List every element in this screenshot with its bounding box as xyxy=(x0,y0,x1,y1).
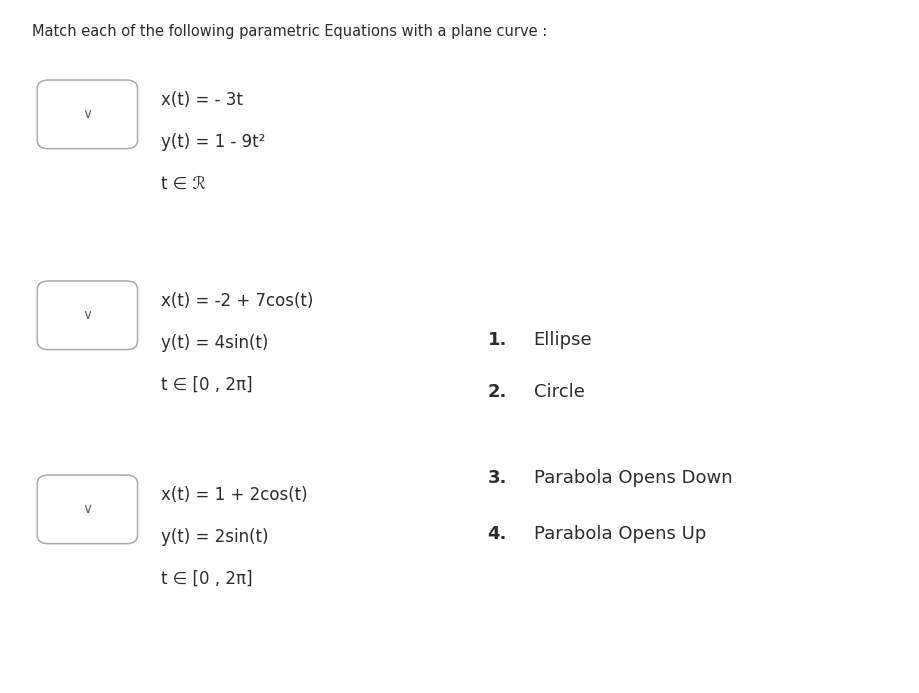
Text: ∨: ∨ xyxy=(82,107,93,121)
Text: ∨: ∨ xyxy=(82,502,93,516)
Text: Ellipse: Ellipse xyxy=(533,331,592,349)
Text: t ∈ ℛ: t ∈ ℛ xyxy=(161,175,206,193)
Text: Match each of the following parametric Equations with a plane curve :: Match each of the following parametric E… xyxy=(32,24,547,40)
Text: y(t) = 2sin(t): y(t) = 2sin(t) xyxy=(161,528,268,546)
Text: 4.: 4. xyxy=(487,525,506,543)
Text: ∨: ∨ xyxy=(82,308,93,322)
Text: Circle: Circle xyxy=(533,383,584,401)
FancyBboxPatch shape xyxy=(37,80,138,149)
FancyBboxPatch shape xyxy=(37,475,138,543)
Text: 1.: 1. xyxy=(487,331,506,349)
Text: Parabola Opens Up: Parabola Opens Up xyxy=(533,525,705,543)
Text: 3.: 3. xyxy=(487,469,506,487)
Text: y(t) = 1 - 9t²: y(t) = 1 - 9t² xyxy=(161,133,265,151)
Text: t ∈ [0 , 2π]: t ∈ [0 , 2π] xyxy=(161,570,253,588)
Text: y(t) = 4sin(t): y(t) = 4sin(t) xyxy=(161,334,268,352)
FancyBboxPatch shape xyxy=(37,281,138,349)
Text: 2.: 2. xyxy=(487,383,506,401)
Text: Parabola Opens Down: Parabola Opens Down xyxy=(533,469,732,487)
Text: x(t) = - 3t: x(t) = - 3t xyxy=(161,91,243,109)
Text: x(t) = -2 + 7cos(t): x(t) = -2 + 7cos(t) xyxy=(161,292,313,310)
Text: t ∈ [0 , 2π]: t ∈ [0 , 2π] xyxy=(161,376,253,394)
Text: x(t) = 1 + 2cos(t): x(t) = 1 + 2cos(t) xyxy=(161,486,307,505)
